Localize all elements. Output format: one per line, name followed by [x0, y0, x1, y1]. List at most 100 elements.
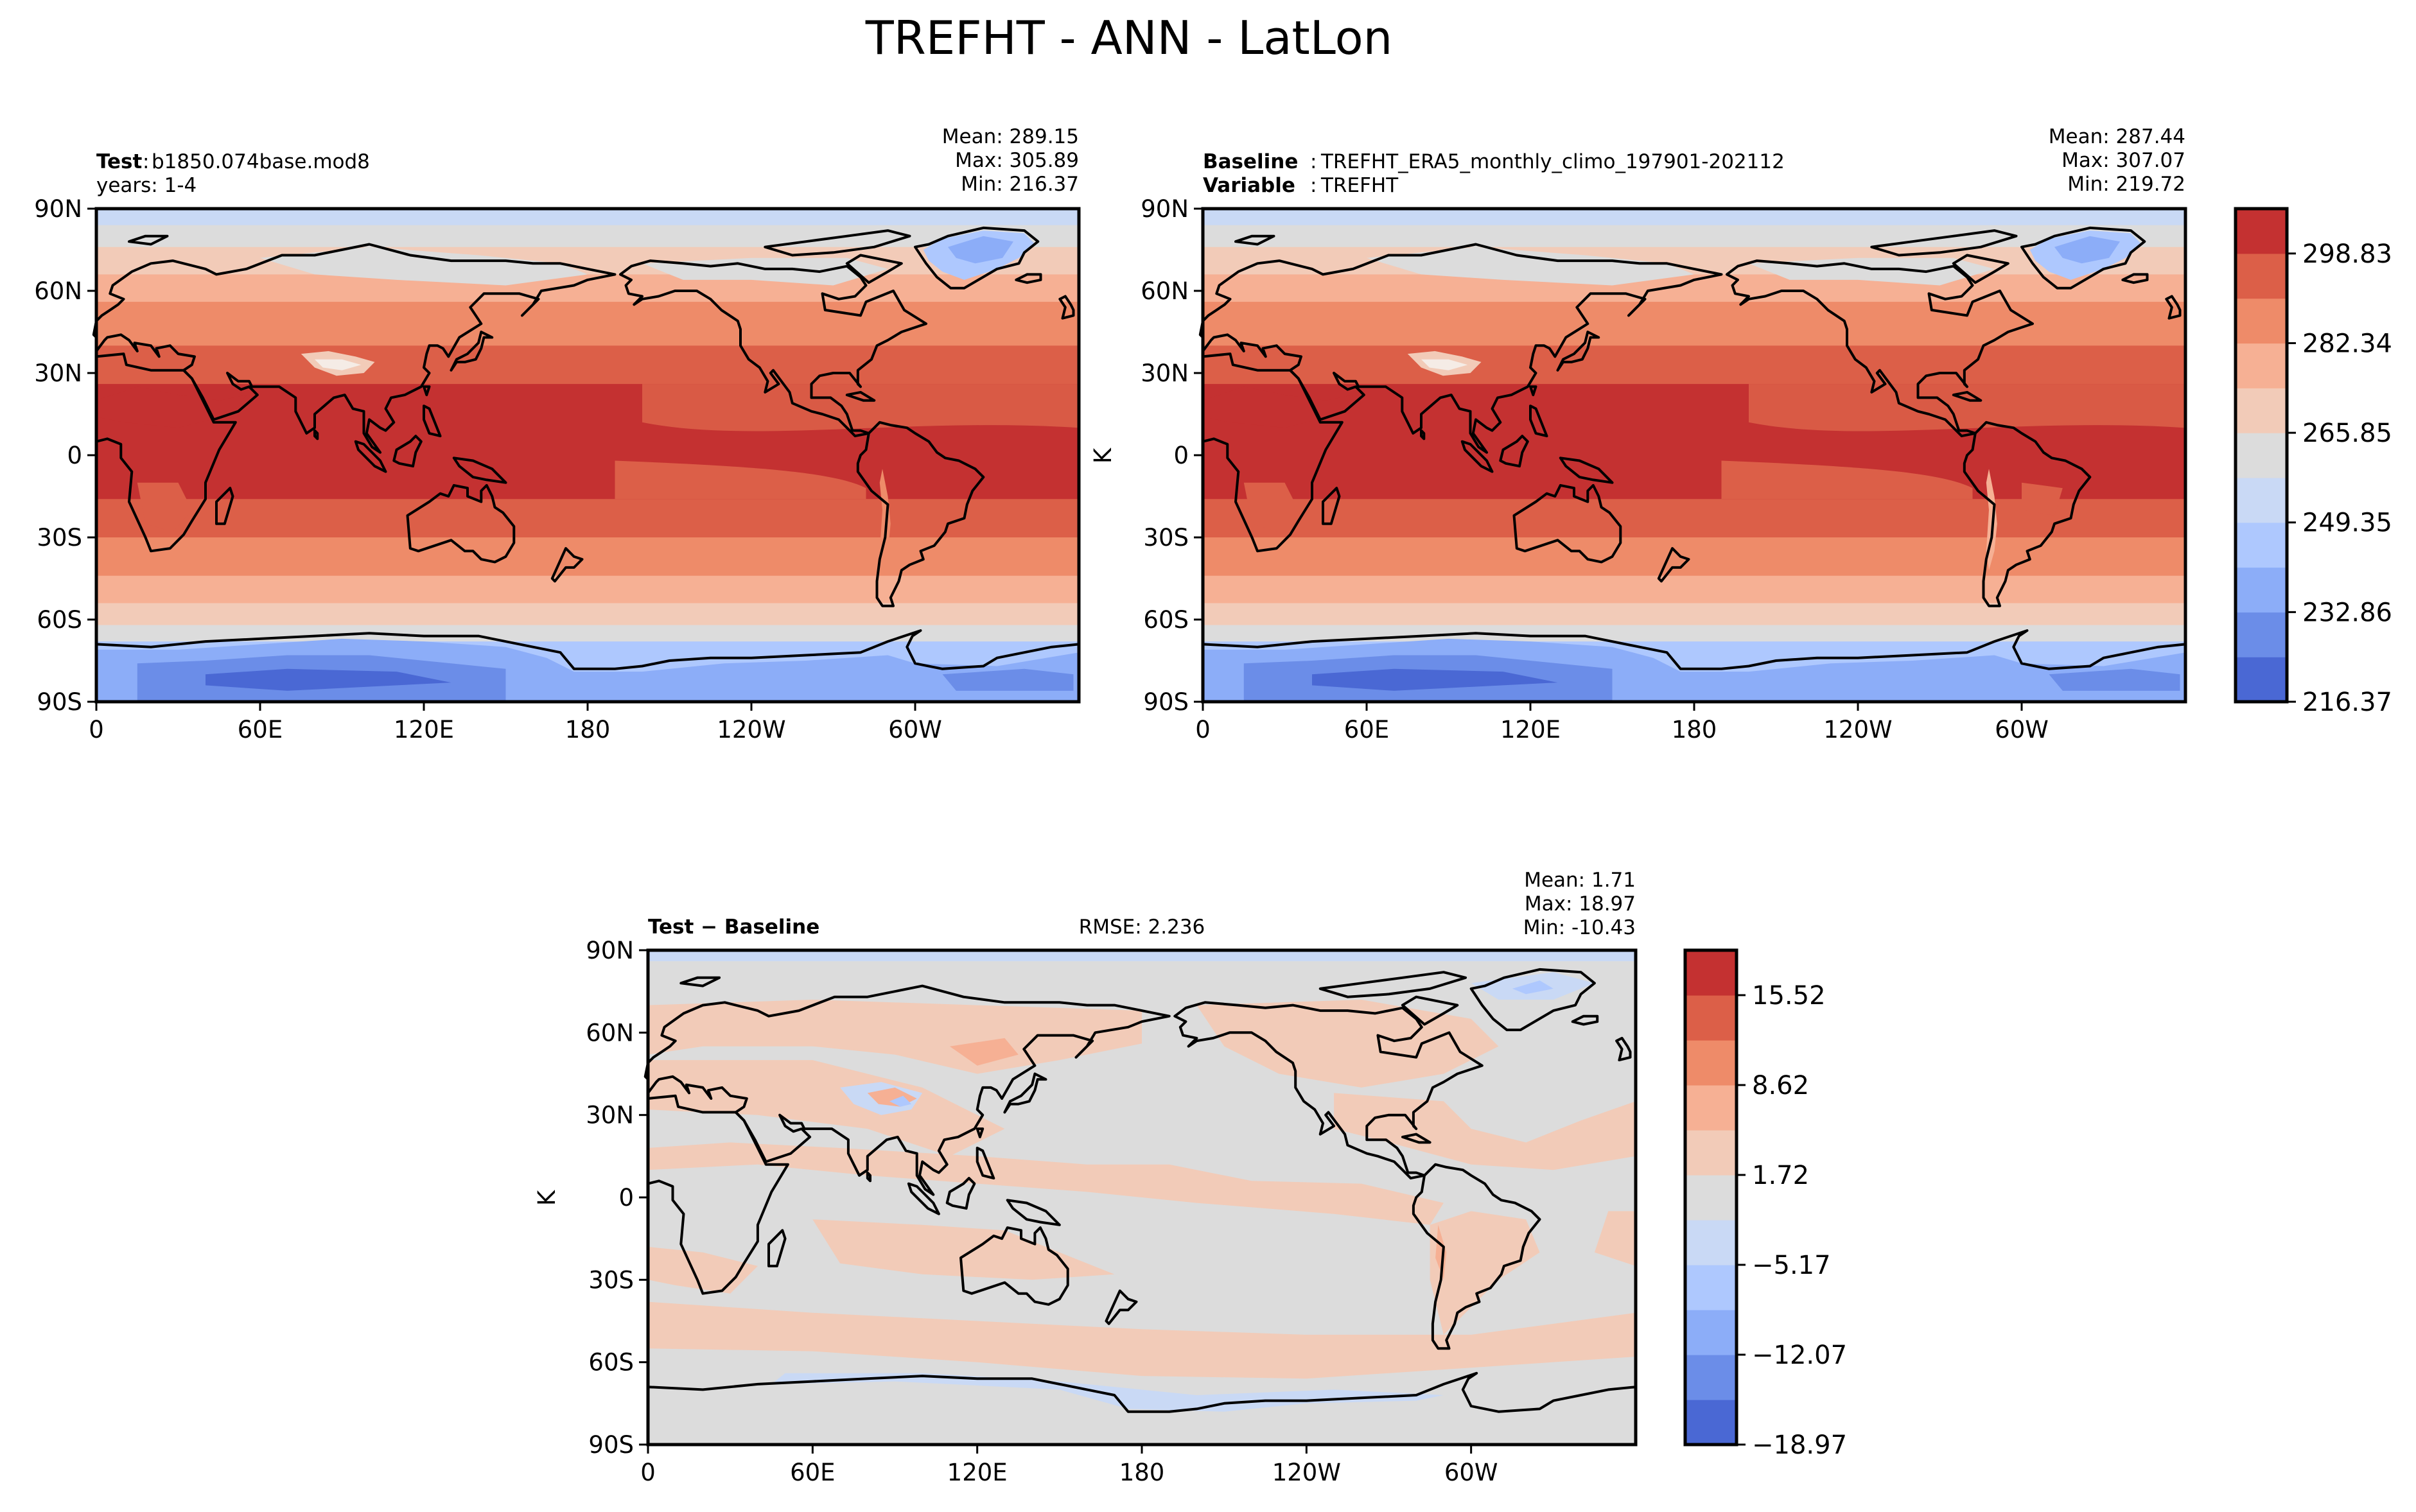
difference-axis-ticks: 0 60E 120E 180 120W 60W 90N 60N 30N 0 30S 60S 90S [586, 937, 1498, 1486]
colorbar-segment [1685, 1400, 1737, 1445]
test-label-bold: Test [96, 150, 143, 173]
coastline-madagascar [215, 487, 234, 525]
y-tick-label: 30S [1143, 524, 1189, 552]
coastline-uk [2165, 295, 2182, 320]
colorbar-tick-label: 232.86 [2302, 598, 2392, 627]
east-pacific-cold-band [615, 460, 866, 500]
y-tick-label: 0 [1173, 442, 1189, 469]
coastline-antarctica [96, 629, 1080, 670]
tibet-plateau-core [1421, 359, 1468, 370]
coastline-arcticIslands [1870, 229, 2018, 257]
y-tick-label: 0 [67, 442, 82, 469]
coastline-madagascar [767, 1229, 787, 1267]
colorbar-segment [1685, 1310, 1737, 1355]
test-label-separator: : [143, 150, 149, 173]
coastline-sriLanka [1420, 429, 1426, 440]
temperature-band [96, 603, 1079, 626]
baseline-coastlines [1198, 226, 2186, 670]
colorbar-segment [1685, 995, 1737, 1041]
colorbar-tick-label: −18.97 [1752, 1430, 1847, 1460]
coastline-sriLanka [313, 429, 319, 440]
coastline-greenland [1469, 968, 1596, 1032]
colorbar-segment [2236, 657, 2287, 702]
x-tick-label: 120W [1272, 1459, 1341, 1486]
colorbar-segment [1685, 1130, 1737, 1176]
arctic-band [1203, 209, 2185, 225]
temperature-band [96, 302, 1079, 347]
coastline-greenland [2020, 226, 2146, 290]
arctic-band [96, 209, 1079, 225]
baseline-axis-ticks: 0 60E 120E 180 120W 60W 90N 60N 30N 0 30S 60S 90S [1141, 195, 2049, 743]
coastline-borneo [392, 435, 423, 468]
pacific-cool-tongue [1203, 384, 2185, 431]
temperature-band [96, 345, 1079, 385]
colorbar-frame [2234, 207, 2289, 704]
y-tick-label: 30N [1141, 360, 1189, 387]
test-max: Max: 305.89 [955, 149, 1079, 172]
coastline-borneo [945, 1177, 976, 1210]
x-tick-label: 120W [1823, 716, 1892, 743]
baseline-mean: Mean: 287.44 [2049, 125, 2185, 148]
test-axis-ticks: 0 60E 120E 180 120W 60W 90N 60N 30N 0 30S 60S 90S [34, 195, 942, 743]
antarctic-east-cold-area [2049, 668, 2180, 691]
diff-cool-region [771, 1373, 1444, 1412]
diff-warm-region [648, 1301, 1636, 1379]
x-tick-label: 60W [1995, 716, 2049, 743]
y-tick-label: 30S [37, 524, 82, 552]
colorbar-tick-label: 15.52 [1752, 981, 1826, 1011]
colorbar-segment [1685, 1265, 1737, 1310]
temperature-band [1203, 603, 2185, 626]
coastline-southAmerica [856, 421, 985, 607]
coastline-northAmerica [1726, 259, 2034, 438]
y-tick-label: 60S [1143, 606, 1189, 634]
sahara-hot [1203, 387, 1353, 428]
temperature-band [1203, 247, 2185, 275]
coastline-cuba [1952, 390, 1983, 402]
pacific-cool-tongue [96, 384, 1079, 431]
difference-colorbar: 15.52 8.62 1.72 −5.17 −12.07 −18.97 [1683, 948, 1847, 1460]
test-panel: Test : b1850.074base.mod8 years: 1-4 Mea… [34, 125, 1081, 743]
colorbar-segment [2236, 477, 2287, 523]
coastline-africaEurasia [647, 1094, 789, 1295]
test-map-field [96, 209, 1079, 702]
coastline-sumatra [907, 1182, 940, 1215]
temperature-band [96, 537, 1079, 577]
y-tick-label: 60S [588, 1349, 634, 1377]
diff-cold-spot [1512, 980, 1554, 995]
test-label-text: b1850.074base.mod8 [152, 150, 370, 173]
coastline-svalbard [1234, 234, 1275, 246]
siberia-cold [1367, 247, 1694, 286]
x-tick-label: 60E [238, 716, 283, 743]
x-tick-label: 0 [89, 716, 104, 743]
coastline-africaEurasia [95, 352, 237, 553]
greenland-colder [948, 236, 1013, 264]
coastline-greenland [914, 226, 1040, 290]
temperature-band [96, 575, 1079, 604]
coastline-sriLanka [866, 1171, 871, 1183]
coastline-iceland [1571, 1014, 1599, 1026]
coastline-japan [450, 331, 494, 372]
variable-label-separator: : [1310, 174, 1317, 197]
y-tick-label: 90S [37, 688, 82, 716]
colorbar-frame [1683, 948, 1738, 1447]
y-tick-label: 90N [586, 937, 634, 964]
coastline-taiwan [423, 385, 431, 397]
test-min: Min: 216.37 [961, 173, 1079, 196]
y-tick-label: 60N [586, 1019, 634, 1047]
coastline-japan [1003, 1072, 1047, 1114]
diff-warm-region [1594, 1211, 1636, 1266]
baseline-label-text: TREFHT_ERA5_monthly_climo_197901-202112 [1320, 150, 1785, 173]
coastline-taiwan [976, 1127, 985, 1138]
temperature-band [1203, 302, 2185, 347]
coastline-baffin [1401, 995, 1459, 1026]
coastline-antarctica [1202, 629, 2186, 670]
colorbar-tick-label: −12.07 [1752, 1341, 1847, 1370]
diff-hot-spot [1435, 1224, 1447, 1280]
coastline-iceland [1015, 273, 1042, 284]
x-tick-label: 120E [1500, 716, 1561, 743]
coastline-taiwan [1529, 385, 1537, 397]
diff-warm-region [648, 1060, 1005, 1156]
colorbar-segment [1685, 1040, 1737, 1086]
coastline-philippines [1529, 404, 1548, 438]
